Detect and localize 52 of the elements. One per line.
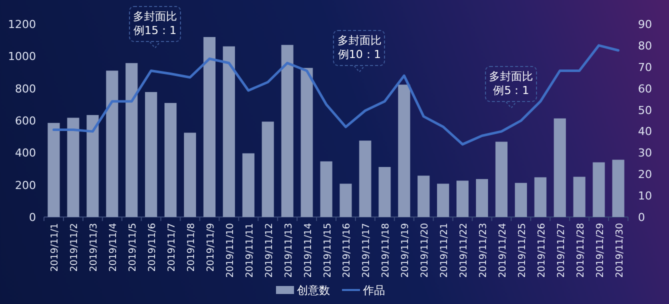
x-tick-label: 2019/11/2 [69,223,80,272]
x-tick-label: 2019/11/20 [420,223,431,278]
y-tick-label: 200 [15,178,36,192]
y2-tick-label: 0 [638,211,645,224]
y2-tick-label: 20 [638,168,652,182]
x-tick-label: 2019/11/9 [205,223,216,272]
x-tick-label: 2019/11/11 [244,223,256,278]
legend-label: 创意数 [297,284,330,297]
x-tick-label: 2019/11/13 [283,223,294,278]
y2-tick-label: 30 [638,146,652,160]
x-tick-label: 2019/11/8 [186,223,197,272]
x-tick-label: 2019/11/7 [166,223,178,272]
x-tick-label: 2019/11/15 [322,223,334,278]
y-tick-label: 400 [15,146,36,160]
x-tick-label: 2019/11/27 [556,223,567,278]
y-tick-label: 800 [15,82,36,96]
x-tick-label: 2019/11/16 [342,223,353,278]
x-tick-label: 2019/11/23 [478,223,489,278]
x-tick-label: 2019/11/21 [439,223,450,278]
x-tick-label: 2019/11/5 [128,223,139,272]
x-tick-label: 2019/11/22 [458,223,470,278]
y2-tick-label: 40 [638,125,652,138]
x-tick-label: 2019/11/29 [594,223,606,278]
x-tick-label: 2019/11/26 [536,223,548,278]
legend-label: 作品 [362,284,385,297]
x-tick-label: 2019/11/4 [108,223,120,272]
annotation: 多封面比例15：1 [128,6,181,42]
y-tick-label: 600 [15,114,36,128]
y2-tick-label: 60 [638,82,652,96]
y2-tick-label: 80 [638,39,652,52]
y2-tick-label: 10 [638,190,652,203]
y2-tick-label: 90 [638,18,652,31]
y-tick-label: 0 [29,211,36,224]
x-tick-label: 2019/11/24 [497,223,508,278]
y2-tick-label: 50 [638,104,652,117]
x-tick-label: 2019/11/6 [147,223,158,272]
x-tick-label: 2019/11/14 [302,223,314,278]
x-tick-label: 2019/11/10 [224,223,236,278]
x-tick-label: 2019/11/18 [380,223,392,278]
x-tick-label: 2019/11/17 [361,223,372,278]
x-tick-label: 2019/11/19 [400,223,412,278]
y2-tick-label: 70 [638,60,652,74]
x-tick-label: 2019/11/30 [614,223,626,278]
x-tick-label: 2019/11/1 [50,223,61,272]
y-tick-label: 1000 [8,50,36,64]
y-tick-label: 1200 [8,18,36,31]
annotation: 多封面比例10：1 [333,30,386,66]
x-tick-label: 2019/11/3 [88,223,100,272]
x-tick-label: 2019/11/25 [516,223,528,278]
x-tick-label: 2019/11/28 [575,223,586,278]
x-tick-label: 2019/11/12 [264,223,275,278]
annotation: 多封面比例5：1 [485,66,538,102]
